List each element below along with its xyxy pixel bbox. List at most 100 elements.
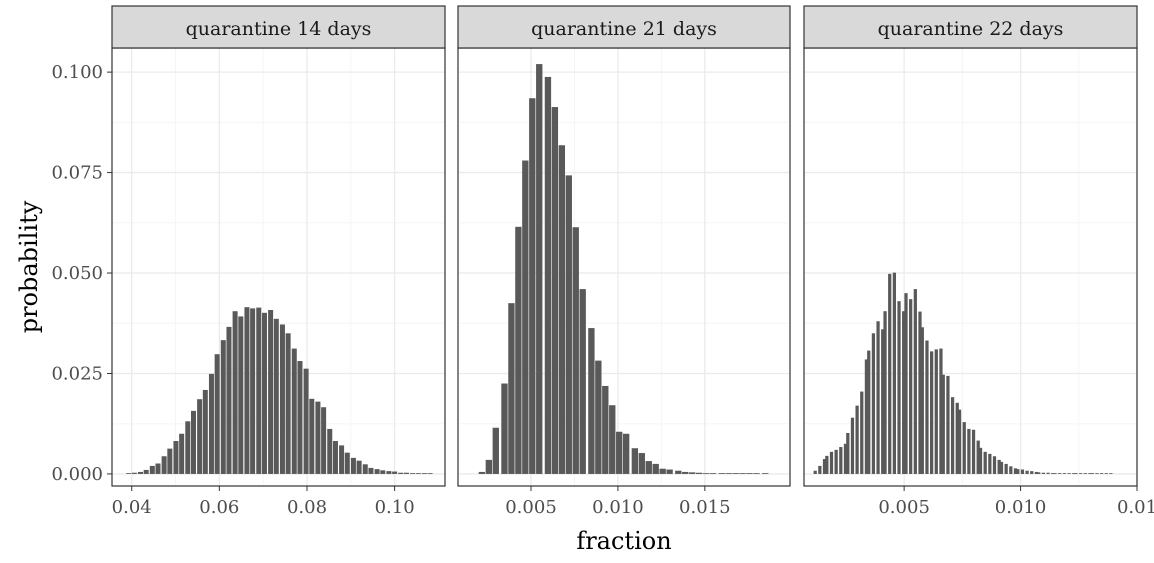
- histogram-bar: [232, 311, 238, 474]
- histogram-bar: [1013, 468, 1018, 474]
- histogram-bar: [339, 445, 345, 474]
- x-tick-label: 0.01: [1117, 497, 1154, 518]
- histogram-bar: [478, 471, 486, 474]
- x-tick-label: 0.10: [375, 497, 415, 518]
- facet-strip-label: quarantine 21 days: [531, 18, 717, 40]
- histogram-bar: [398, 472, 404, 474]
- histogram-bar: [362, 464, 368, 474]
- histogram-bar: [946, 375, 950, 474]
- histogram-bar: [558, 145, 566, 474]
- histogram-bar: [864, 359, 869, 474]
- histogram-bar: [226, 326, 232, 474]
- histogram-bar: [126, 473, 132, 474]
- histogram-bar: [762, 473, 769, 474]
- histogram-bar: [675, 470, 682, 474]
- histogram-bar: [609, 405, 616, 474]
- histogram-bar: [867, 350, 871, 474]
- histogram-bar: [1041, 472, 1046, 474]
- histogram-bar: [967, 428, 971, 474]
- histogram-bar: [368, 467, 374, 474]
- histogram-bar: [492, 427, 499, 474]
- histogram-bar: [303, 368, 309, 474]
- histogram-bar: [897, 301, 901, 474]
- histogram-bar: [595, 360, 602, 474]
- histogram-bar: [427, 473, 433, 474]
- x-tick-label: 0.005: [878, 497, 930, 518]
- histogram-bar: [421, 473, 427, 474]
- histogram-bar: [536, 64, 543, 474]
- histogram-bar: [1058, 473, 1062, 474]
- histogram-bar: [682, 471, 689, 474]
- histogram-bar: [551, 107, 559, 474]
- histogram-bar: [666, 469, 673, 474]
- histogram-bar: [380, 470, 386, 474]
- x-tick-label: 0.010: [995, 497, 1047, 518]
- histogram-bar: [1090, 473, 1094, 474]
- histogram-bar: [725, 473, 732, 474]
- histogram-bar: [529, 98, 536, 474]
- histogram-bar: [739, 473, 746, 474]
- histogram-bar: [1034, 471, 1039, 474]
- histogram-bar: [846, 432, 850, 474]
- histogram-bar: [709, 473, 717, 474]
- histogram-bar: [622, 433, 630, 474]
- histogram-bar: [983, 451, 987, 474]
- histogram-bar: [332, 440, 338, 474]
- histogram-bar: [1079, 473, 1083, 474]
- histogram-bar: [544, 76, 552, 474]
- histogram-bar: [955, 402, 959, 474]
- histogram-bar: [250, 308, 256, 474]
- facet-strip: [111, 5, 446, 49]
- histogram-bar: [976, 440, 980, 474]
- histogram-bar: [261, 312, 267, 474]
- histogram-bar: [508, 303, 515, 474]
- histogram-bar: [1074, 473, 1078, 474]
- histogram-bar: [689, 472, 696, 474]
- facet-strip-label: quarantine 14 days: [186, 18, 372, 40]
- histogram-bar: [913, 289, 917, 474]
- histogram-bar: [515, 226, 522, 474]
- histogram-bar: [631, 448, 639, 474]
- histogram-bar: [652, 463, 659, 474]
- histogram-bar: [992, 456, 997, 474]
- histogram-bar: [904, 293, 908, 474]
- histogram-bar: [1099, 473, 1104, 474]
- histogram-bar: [999, 461, 1004, 474]
- panel-3: quarantine 22 days 0.005 0.010 0.01: [803, 5, 1154, 518]
- y-tick-label: 0.100: [51, 62, 103, 83]
- histogram-bar: [1072, 473, 1076, 474]
- histogram-bar: [695, 472, 703, 474]
- histogram-bar: [746, 473, 753, 474]
- histogram-bar: [149, 465, 155, 474]
- x-axis-title: fraction: [576, 527, 671, 555]
- histogram-bar: [825, 455, 829, 474]
- y-tick-label: 0.000: [51, 464, 103, 485]
- histogram-bar: [208, 373, 214, 474]
- histogram-bar: [179, 433, 185, 474]
- histogram-bar: [410, 473, 416, 474]
- histogram-bar: [415, 473, 421, 474]
- histogram-bar: [522, 160, 529, 474]
- histogram-bar: [616, 431, 623, 474]
- histogram-bar: [173, 440, 179, 474]
- histogram-bar: [1053, 473, 1057, 474]
- histogram-bar: [167, 448, 173, 474]
- histogram-bar: [920, 327, 924, 474]
- histogram-bar: [403, 472, 409, 474]
- histogram-bar: [244, 307, 250, 474]
- panel-1: quarantine 14 days 0.04 0.06 0.08 0.10: [111, 5, 446, 518]
- x-tick-label: 0.010: [592, 497, 644, 518]
- histogram-bar: [1030, 471, 1034, 474]
- histogram-bar: [1083, 473, 1087, 474]
- histogram-bar: [843, 443, 848, 474]
- histogram-bar: [850, 417, 855, 474]
- histogram-bar: [579, 289, 586, 474]
- histogram-bar: [909, 299, 913, 474]
- histogram-bar: [137, 471, 143, 474]
- histogram-bar: [565, 175, 572, 474]
- histogram-bar: [971, 429, 976, 474]
- histogram-bar: [829, 451, 834, 474]
- histogram-bar: [131, 472, 137, 474]
- y-axis-title: probability: [15, 200, 43, 333]
